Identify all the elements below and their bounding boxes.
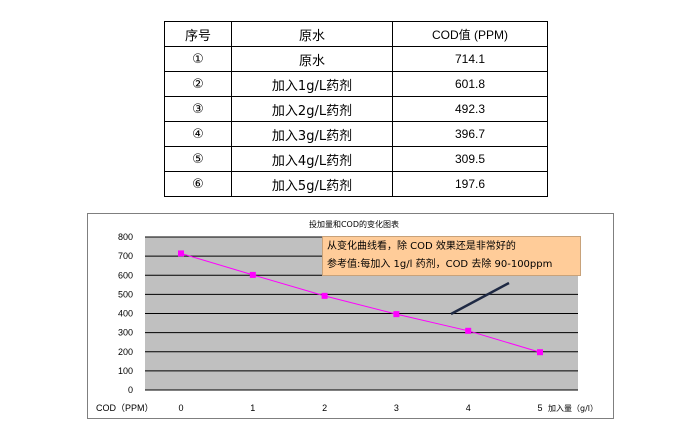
- row-cod: 492.3: [392, 96, 548, 122]
- table-row: ② 加入1g/L药剂 601.8: [164, 71, 548, 97]
- annotation-line-2: 参考值:每加入 1g/l 药剂，COD 去除 90-100ppm: [327, 259, 553, 270]
- row-index: ④: [164, 121, 232, 147]
- data-point: [321, 292, 328, 299]
- data-point: [393, 311, 400, 318]
- data-point: [465, 327, 472, 334]
- header-index: 序号: [164, 21, 232, 47]
- row-index: ⑤: [164, 146, 232, 172]
- x-tick-label: 5: [537, 403, 542, 413]
- annotation-line-1: 从变化曲线看，除 COD 效果还是非常好的: [327, 241, 516, 252]
- table-row: ⑤ 加入4g/L药剂 309.5: [164, 146, 548, 172]
- y-tick-label: 600: [118, 270, 133, 280]
- table-header-row: 序号 原水 COD值 (PPM): [164, 21, 548, 47]
- y-tick-label: 700: [118, 251, 133, 261]
- cod-data-table: 序号 原水 COD值 (PPM) ① 原水 714.1 ② 加入1g/L药剂 6…: [164, 21, 548, 197]
- y-tick-label: 200: [118, 347, 133, 357]
- annotation-box: 从变化曲线看，除 COD 效果还是非常好的 参考值:每加入 1g/l 药剂，CO…: [322, 236, 581, 276]
- table-row: ④ 加入3g/L药剂 396.7: [164, 121, 548, 147]
- chart-title: 投加量和COD的变化图表: [309, 219, 399, 229]
- row-index: ②: [164, 71, 232, 97]
- annotation-arrow: [450, 281, 510, 316]
- row-sample: 加入1g/L药剂: [231, 71, 393, 97]
- row-sample: 加入3g/L药剂: [231, 121, 393, 147]
- table-row: ③ 加入2g/L药剂 492.3: [164, 96, 548, 122]
- x-axis-label: 加入量（g/l）: [548, 403, 598, 413]
- x-tick-label: 4: [466, 403, 471, 413]
- y-tick-label: 500: [118, 289, 133, 299]
- data-point: [178, 250, 184, 257]
- row-index: ⑥: [164, 171, 232, 197]
- x-tick-label: 2: [322, 403, 327, 413]
- y-axis-label: COD（PPM）: [96, 403, 154, 413]
- x-tick-label: 1: [250, 403, 255, 413]
- y-tick-label: 100: [118, 366, 133, 376]
- y-tick-label: 800: [118, 232, 133, 242]
- x-tick-label: 0: [178, 403, 183, 413]
- row-sample: 加入4g/L药剂: [231, 146, 393, 172]
- table-row: ⑥ 加入5g/L药剂 197.6: [164, 171, 548, 197]
- row-cod: 197.6: [392, 171, 548, 197]
- y-tick-label: 0: [128, 385, 133, 395]
- row-cod: 396.7: [392, 121, 548, 147]
- y-tick-label: 300: [118, 328, 133, 338]
- y-tick-label: 400: [118, 309, 133, 319]
- row-sample: 加入2g/L药剂: [231, 96, 393, 122]
- header-sample: 原水: [231, 21, 393, 47]
- row-index: ①: [164, 46, 232, 72]
- y-axis-ticks: 0 100 200 300 400 500 600 700 800: [118, 232, 133, 395]
- data-point: [249, 271, 256, 278]
- series-line: [180, 252, 541, 353]
- data-point: [537, 349, 543, 356]
- x-tick-label: 3: [394, 403, 399, 413]
- x-axis-ticks: 0 1 2 3 4 5: [178, 403, 542, 413]
- row-sample: 原水: [231, 46, 393, 72]
- table-row: ① 原水 714.1: [164, 46, 548, 72]
- row-sample: 加入5g/L药剂: [231, 171, 393, 197]
- row-cod: 601.8: [392, 71, 548, 97]
- series-layer: [178, 250, 543, 356]
